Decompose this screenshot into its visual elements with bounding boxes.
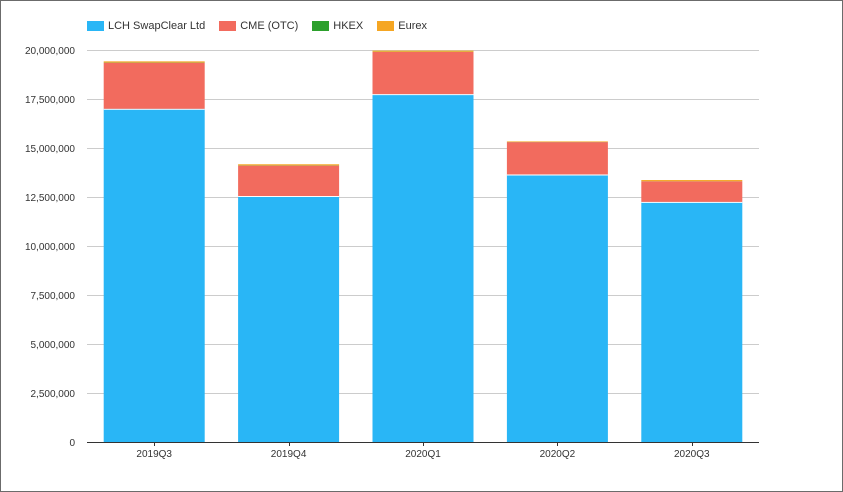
- bar-segment: [238, 196, 340, 442]
- x-tick-label: 2020Q1: [405, 449, 441, 460]
- y-tick-label: 2,500,000: [31, 389, 76, 400]
- legend-item-eurex[interactable]: Eurex: [377, 20, 427, 32]
- y-tick-label: 17,500,000: [25, 95, 75, 106]
- y-tick-label: 0: [69, 438, 75, 449]
- legend-item-cme[interactable]: CME (OTC): [219, 20, 298, 32]
- y-tick-label: 20,000,000: [25, 46, 75, 57]
- legend-swatch-lch: [87, 21, 104, 31]
- y-tick-label: 10,000,000: [25, 242, 75, 253]
- legend-swatch-cme: [219, 21, 237, 31]
- bar-segment: [506, 141, 608, 143]
- x-tick-label: 2019Q4: [271, 449, 307, 460]
- bar-segment: [103, 61, 205, 63]
- bar-segment: [372, 51, 474, 95]
- legend-swatch-hkex: [312, 21, 330, 31]
- bar-segment: [506, 142, 608, 175]
- x-tick-label: 2020Q2: [540, 449, 576, 460]
- legend-label-eurex: Eurex: [398, 20, 427, 32]
- legend-label-lch: LCH SwapClear Ltd: [108, 20, 206, 32]
- legend-label-hkex: HKEX: [333, 20, 364, 32]
- y-tick-label: 15,000,000: [25, 144, 75, 155]
- legend-swatch-eurex: [377, 21, 395, 31]
- bar-segment: [238, 165, 340, 197]
- bar-segment: [103, 62, 205, 109]
- y-tick-label: 12,500,000: [25, 193, 75, 204]
- legend-item-hkex[interactable]: HKEX: [312, 20, 363, 32]
- bar-segment: [372, 94, 474, 442]
- legend: LCH SwapClear Ltd CME (OTC) HKEX Eurex: [87, 18, 441, 34]
- x-tick-label: 2020Q3: [674, 449, 710, 460]
- y-tick-label: 7,500,000: [31, 291, 76, 302]
- legend-label-cme: CME (OTC): [240, 20, 299, 32]
- y-tick-label: 5,000,000: [31, 340, 76, 351]
- bar-segment: [103, 108, 205, 443]
- bar-segment: [372, 50, 474, 52]
- bar-segment: [506, 174, 608, 442]
- x-tick-label: 2019Q3: [136, 449, 172, 460]
- bar-segment: [641, 181, 743, 202]
- legend-item-lch[interactable]: LCH SwapClear Ltd: [87, 20, 205, 32]
- bar-segment: [641, 180, 743, 182]
- bar-segment: [238, 164, 340, 166]
- bar-segment: [641, 201, 743, 442]
